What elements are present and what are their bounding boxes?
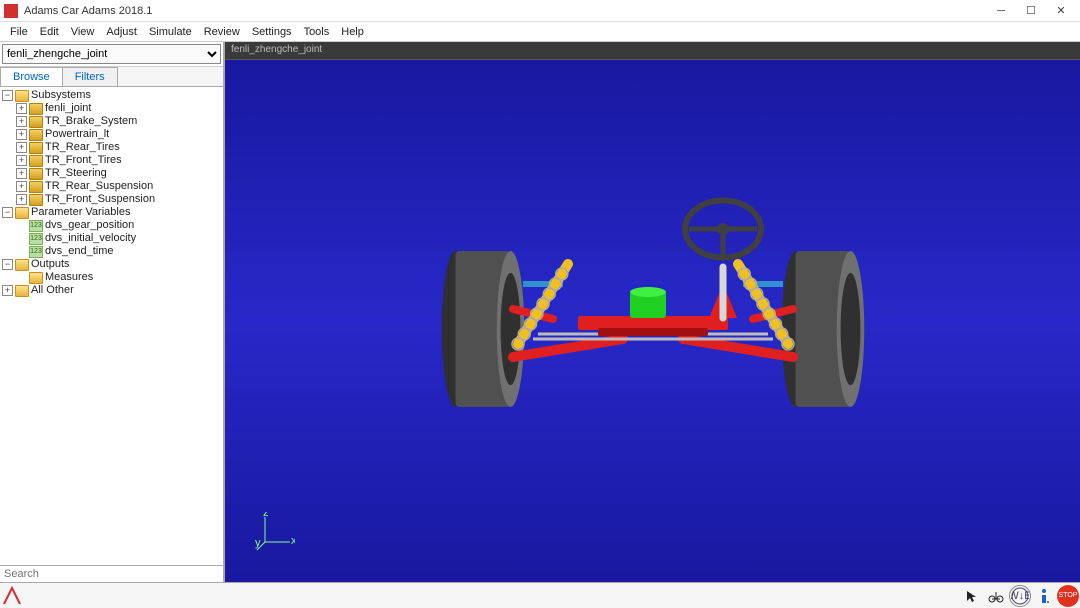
expand-icon[interactable]: + <box>2 285 13 296</box>
svg-text:x: x <box>291 535 295 547</box>
model-selector[interactable]: fenli_zhengche_joint <box>2 44 221 64</box>
part-icon <box>29 168 43 180</box>
expand-icon[interactable]: + <box>16 103 27 114</box>
expand-icon[interactable]: + <box>16 116 27 127</box>
car-model-render <box>423 189 883 429</box>
tree-node-subsystem[interactable]: + TR_Steering <box>16 167 221 180</box>
title-bar: Adams Car Adams 2018.1 ─ ☐ ✕ <box>0 0 1080 22</box>
tree-node-subsystem[interactable]: + TR_Rear_Suspension <box>16 180 221 193</box>
part-icon <box>29 194 43 206</box>
tree-node-subsystem[interactable]: + Powertrain_lt <box>16 128 221 141</box>
tab-browse[interactable]: Browse <box>0 67 63 86</box>
menu-bar: File Edit View Adjust Simulate Review Se… <box>0 22 1080 42</box>
app-icon <box>4 4 18 18</box>
part-icon <box>29 142 43 154</box>
collapse-icon[interactable]: − <box>2 90 13 101</box>
search-input[interactable] <box>4 568 219 580</box>
folder-icon <box>15 90 29 102</box>
expand-icon[interactable]: + <box>16 168 27 179</box>
menu-simulate[interactable]: Simulate <box>143 24 198 40</box>
tree-node-subsystems[interactable]: − Subsystems <box>2 89 221 102</box>
part-icon <box>29 155 43 167</box>
collapse-icon[interactable]: − <box>2 207 13 218</box>
window-title: Adams Car Adams 2018.1 <box>24 5 986 17</box>
viewport: fenli_zhengche_joint <box>225 42 1080 582</box>
tab-filters[interactable]: Filters <box>62 67 118 86</box>
menu-file[interactable]: File <box>4 24 34 40</box>
part-icon <box>29 103 43 115</box>
menu-view[interactable]: View <box>65 24 101 40</box>
tree-node-variable[interactable]: 123 dvs_initial_velocity <box>16 232 221 245</box>
stop-tool-icon[interactable]: STOP <box>1057 585 1079 607</box>
tree-node-param-vars[interactable]: − Parameter Variables <box>2 206 221 219</box>
part-icon <box>29 116 43 128</box>
tree-node-variable[interactable]: 123 dvs_gear_position <box>16 219 221 232</box>
close-button[interactable]: ✕ <box>1046 1 1076 21</box>
expand-icon[interactable]: + <box>16 181 27 192</box>
model-tool-icon[interactable] <box>985 585 1007 607</box>
minimize-button[interactable]: ─ <box>986 1 1016 21</box>
sidebar: fenli_zhengche_joint Browse Filters − Su… <box>0 42 225 582</box>
menu-review[interactable]: Review <box>198 24 246 40</box>
expand-icon[interactable]: + <box>16 129 27 140</box>
tree-node-measures[interactable]: Measures <box>16 271 221 284</box>
svg-text:z: z <box>263 512 269 519</box>
folder-icon <box>15 259 29 271</box>
menu-tools[interactable]: Tools <box>298 24 336 40</box>
tree-node-subsystem[interactable]: + TR_Front_Tires <box>16 154 221 167</box>
model-tree: − Subsystems + fenli_joint + TR_Brake_Sy… <box>0 87 223 565</box>
part-icon <box>29 181 43 193</box>
folder-icon <box>15 207 29 219</box>
expand-icon[interactable]: + <box>16 142 27 153</box>
variable-icon: 123 <box>29 220 43 232</box>
info-tool-icon[interactable] <box>1033 585 1055 607</box>
variable-icon: 123 <box>29 246 43 258</box>
3d-view[interactable]: z x y <box>225 60 1080 582</box>
svg-text:y: y <box>255 537 261 549</box>
expand-icon[interactable]: + <box>16 194 27 205</box>
folder-icon <box>15 285 29 297</box>
variable-icon: 123 <box>29 233 43 245</box>
tree-node-variable[interactable]: 123 dvs_end_time <box>16 245 221 258</box>
tree-node-subsystem[interactable]: + fenli_joint <box>16 102 221 115</box>
tree-node-subsystem[interactable]: + TR_Rear_Tires <box>16 141 221 154</box>
adams-icon[interactable] <box>2 586 22 606</box>
menu-adjust[interactable]: Adjust <box>100 24 143 40</box>
menu-settings[interactable]: Settings <box>246 24 298 40</box>
cursor-tool-icon[interactable] <box>961 585 983 607</box>
expand-icon[interactable]: + <box>16 155 27 166</box>
menu-edit[interactable]: Edit <box>34 24 65 40</box>
status-bar: W↓E STOP <box>0 582 1080 608</box>
folder-icon <box>29 272 43 284</box>
wae-tool-icon[interactable]: W↓E <box>1009 585 1031 607</box>
tree-node-subsystem[interactable]: + TR_Brake_System <box>16 115 221 128</box>
svg-text:W↓E: W↓E <box>1011 590 1029 602</box>
maximize-button[interactable]: ☐ <box>1016 1 1046 21</box>
menu-help[interactable]: Help <box>335 24 370 40</box>
collapse-icon[interactable]: − <box>2 259 13 270</box>
viewport-tab[interactable]: fenli_zhengche_joint <box>225 42 1080 60</box>
part-icon <box>29 129 43 141</box>
tree-node-subsystem[interactable]: + TR_Front_Suspension <box>16 193 221 206</box>
tree-node-all-other[interactable]: + All Other <box>2 284 221 297</box>
tree-node-outputs[interactable]: − Outputs <box>2 258 221 271</box>
axes-indicator: z x y <box>255 512 295 552</box>
